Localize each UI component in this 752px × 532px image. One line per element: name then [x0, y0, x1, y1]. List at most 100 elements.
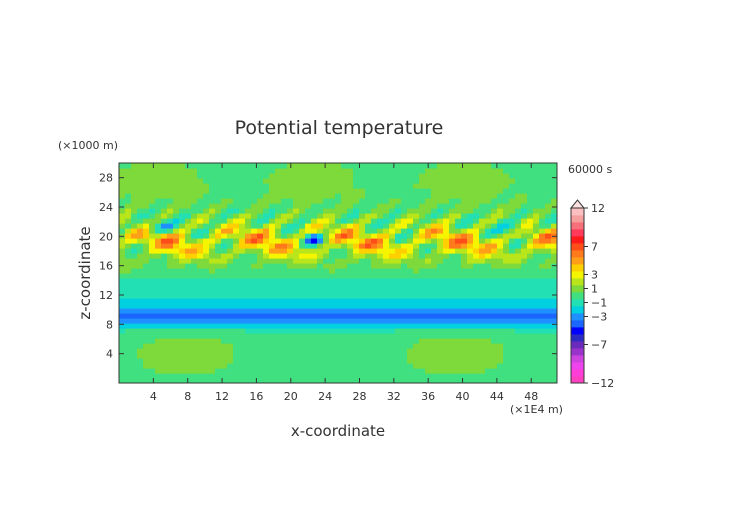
field-cell [299, 238, 306, 244]
field-cell [473, 243, 480, 249]
field-cell [269, 163, 276, 169]
field-cell [263, 273, 270, 279]
field-cell [293, 238, 300, 244]
field-cell [257, 368, 264, 374]
field-cell [521, 203, 528, 209]
colorbar-swatch [571, 299, 584, 307]
field-cell [263, 318, 270, 324]
field-cell [287, 293, 294, 299]
field-cell [191, 218, 198, 224]
field-cell [263, 308, 270, 314]
field-cell [227, 248, 234, 254]
field-cell [233, 308, 240, 314]
field-cell [317, 213, 324, 219]
field-cell [353, 363, 360, 369]
field-cell [179, 358, 186, 364]
field-cell [533, 283, 540, 289]
field-cell [143, 233, 150, 239]
field-cell [533, 308, 540, 314]
field-cell [497, 228, 504, 234]
field-cell [137, 258, 144, 264]
field-cell [335, 348, 342, 354]
field-cell [167, 183, 174, 189]
field-cell [473, 183, 480, 189]
field-cell [275, 228, 282, 234]
field-cell [251, 263, 258, 269]
field-cell [251, 338, 258, 344]
field-cell [479, 338, 486, 344]
field-cell [437, 163, 444, 169]
field-cell [443, 283, 450, 289]
field-cell [263, 283, 270, 289]
field-cell [239, 258, 246, 264]
field-cell [347, 243, 354, 249]
field-cell [341, 208, 348, 214]
field-cell [455, 303, 462, 309]
field-cell [509, 273, 516, 279]
field-cell [203, 238, 210, 244]
field-cell [383, 253, 390, 259]
field-cell [281, 278, 288, 284]
field-cell [293, 218, 300, 224]
field-cell [221, 183, 228, 189]
field-cell [515, 178, 522, 184]
field-cell [197, 193, 204, 199]
field-cell [137, 363, 144, 369]
field-cell [449, 378, 456, 383]
field-cell [215, 258, 222, 264]
field-cell [149, 353, 156, 359]
field-cell [401, 238, 408, 244]
field-cell [251, 233, 258, 239]
field-cell [449, 363, 456, 369]
field-cell [131, 318, 138, 324]
field-cell [365, 228, 372, 234]
field-cell [503, 348, 510, 354]
field-cell [527, 243, 534, 249]
field-cell [221, 293, 228, 299]
field-cell [125, 203, 132, 209]
field-cell [143, 368, 150, 374]
field-cell [197, 203, 204, 209]
colorbar-tick-label: 3 [591, 269, 598, 282]
field-cell [323, 168, 330, 174]
field-cell [341, 358, 348, 364]
field-cell [461, 268, 468, 274]
field-cell [467, 348, 474, 354]
field-cell [521, 278, 528, 284]
field-cell [485, 378, 492, 383]
field-cell [341, 188, 348, 194]
field-cell [185, 218, 192, 224]
field-cell [281, 268, 288, 274]
field-cell [413, 203, 420, 209]
field-cell [407, 208, 414, 214]
field-cell [479, 163, 486, 169]
field-cell [191, 378, 198, 383]
field-cell [407, 273, 414, 279]
field-cell [281, 363, 288, 369]
field-cell [491, 353, 498, 359]
field-cell [281, 228, 288, 234]
field-cell [185, 353, 192, 359]
field-cell [293, 193, 300, 199]
field-cell [149, 318, 156, 324]
field-cell [209, 188, 216, 194]
field-cell [359, 313, 366, 319]
field-cell [491, 303, 498, 309]
field-cell [449, 313, 456, 319]
field-cell [401, 333, 408, 339]
field-cell [413, 218, 420, 224]
field-cell [125, 208, 132, 214]
field-cell [491, 283, 498, 289]
field-cell [479, 203, 486, 209]
field-cell [155, 273, 162, 279]
field-cell [479, 168, 486, 174]
field-cell [281, 313, 288, 319]
field-cell [431, 353, 438, 359]
field-cell [491, 183, 498, 189]
field-cell [173, 268, 180, 274]
field-cell [209, 258, 216, 264]
field-cell [473, 323, 480, 329]
field-cell [167, 258, 174, 264]
field-cell [209, 323, 216, 329]
field-cell [263, 373, 270, 379]
